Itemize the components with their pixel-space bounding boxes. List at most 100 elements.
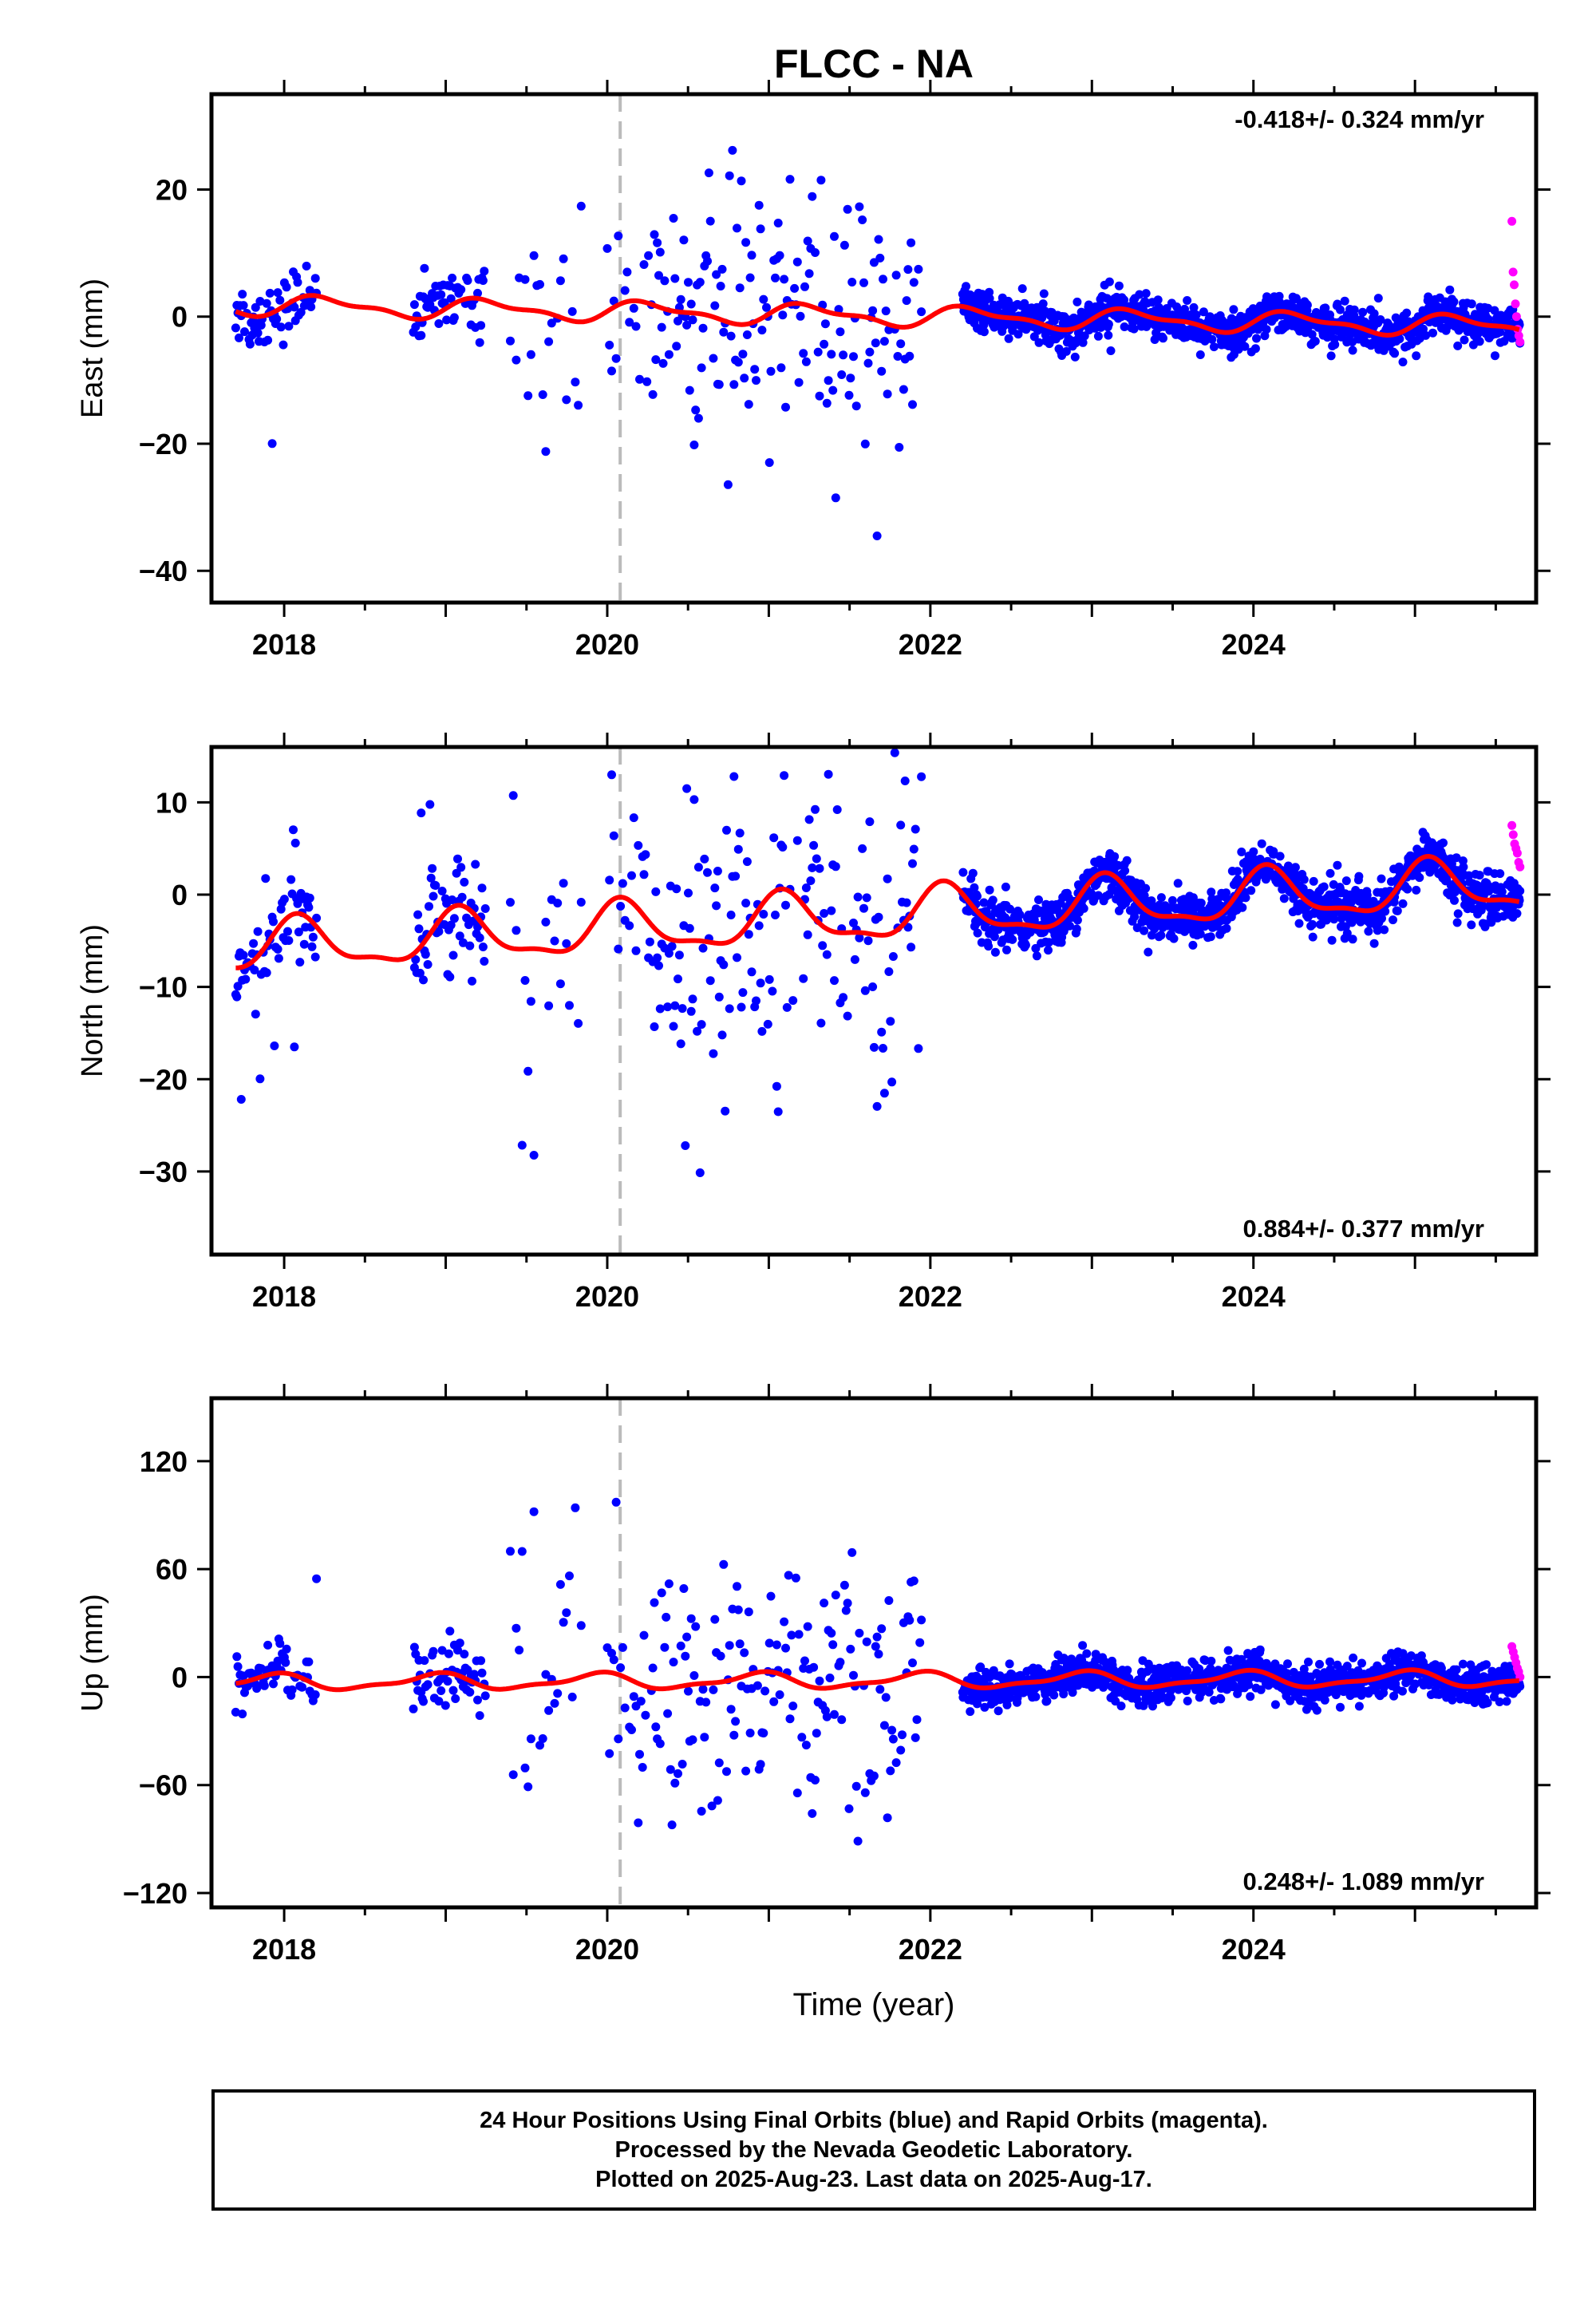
data-point (614, 231, 623, 241)
data-point (709, 354, 718, 363)
x-tick-label: 2020 (575, 1280, 639, 1313)
data-point (512, 926, 521, 935)
data-point (985, 885, 994, 895)
data-point (544, 1705, 554, 1715)
data-point (670, 1778, 680, 1788)
data-point (1130, 912, 1140, 922)
data-point (538, 390, 547, 399)
data-point (1021, 940, 1030, 950)
data-point (756, 224, 765, 234)
data-point (863, 936, 873, 946)
data-point (1106, 346, 1116, 355)
data-point (781, 900, 790, 910)
data-point (682, 1632, 692, 1642)
data-point (261, 874, 271, 883)
y-tick-label: 0 (172, 301, 188, 334)
data-point (717, 1030, 727, 1040)
data-point (310, 274, 320, 283)
y-tick-label: −20 (139, 1063, 188, 1096)
data-point (824, 376, 833, 385)
data-point (973, 928, 982, 938)
data-point (723, 480, 733, 489)
data-point (973, 891, 982, 901)
data-point (475, 933, 484, 943)
data-point (837, 370, 847, 379)
data-point (1459, 862, 1468, 871)
data-point (1252, 334, 1261, 343)
data-point (1452, 1665, 1461, 1674)
data-point (1464, 871, 1474, 880)
data-point (275, 1638, 285, 1648)
data-point (709, 1049, 718, 1058)
data-point (293, 278, 302, 287)
data-point (457, 892, 467, 902)
data-point (1450, 895, 1459, 905)
y-tick-label: −20 (139, 428, 188, 460)
data-point (710, 301, 720, 310)
data-point (827, 1628, 836, 1638)
data-point (766, 1591, 776, 1601)
data-point (670, 274, 680, 283)
data-point (1183, 1696, 1192, 1705)
data-point (281, 1658, 290, 1667)
data-point (1336, 1702, 1345, 1712)
data-point (1091, 1656, 1100, 1666)
data-point (1369, 309, 1379, 318)
data-point (772, 1640, 781, 1650)
data-point (270, 1041, 279, 1050)
data-point (754, 921, 764, 931)
data-point (1045, 938, 1053, 947)
data-point (286, 875, 296, 884)
data-point (240, 327, 249, 337)
data-point (1120, 322, 1129, 331)
data-point (744, 930, 753, 939)
data-point (609, 831, 618, 840)
data-point (771, 911, 780, 919)
data-point (445, 972, 455, 982)
data-point (1321, 303, 1330, 313)
data-point (712, 901, 721, 911)
data-point (908, 859, 917, 868)
data-point (785, 175, 795, 184)
data-point (976, 1662, 986, 1672)
data-point (1452, 918, 1462, 927)
x-tick-label: 2024 (1222, 1280, 1286, 1313)
data-point (429, 891, 438, 901)
data-point (559, 1618, 568, 1627)
data-point (725, 1641, 734, 1650)
data-point (465, 941, 475, 951)
data-point (909, 1576, 918, 1586)
data-point (841, 1606, 851, 1615)
data-point (822, 1712, 832, 1721)
data-point (719, 1559, 729, 1569)
data-point (1333, 860, 1342, 870)
data-point (1049, 1690, 1059, 1700)
data-point (705, 976, 715, 986)
data-point (279, 340, 288, 350)
final-orbit-points (231, 1497, 1525, 1846)
data-point (679, 1584, 689, 1593)
data-point (1452, 853, 1461, 863)
data-point (788, 996, 798, 1006)
data-point (1283, 1659, 1292, 1669)
data-point (891, 271, 901, 280)
data-point (881, 1693, 891, 1702)
data-point (1020, 1687, 1029, 1697)
data-point (1104, 319, 1113, 329)
data-point (639, 260, 649, 269)
data-point (1082, 1649, 1092, 1658)
data-point (868, 982, 878, 991)
y-tick-label: 20 (156, 173, 188, 206)
data-point (741, 238, 751, 247)
data-point (794, 377, 804, 387)
data-point (688, 315, 697, 325)
data-point (520, 976, 530, 985)
data-point (980, 1702, 990, 1712)
data-point (738, 988, 748, 998)
data-point (735, 828, 745, 838)
data-point (784, 1571, 793, 1580)
data-point (815, 864, 824, 873)
data-point (1135, 290, 1144, 299)
data-point (1229, 305, 1238, 314)
